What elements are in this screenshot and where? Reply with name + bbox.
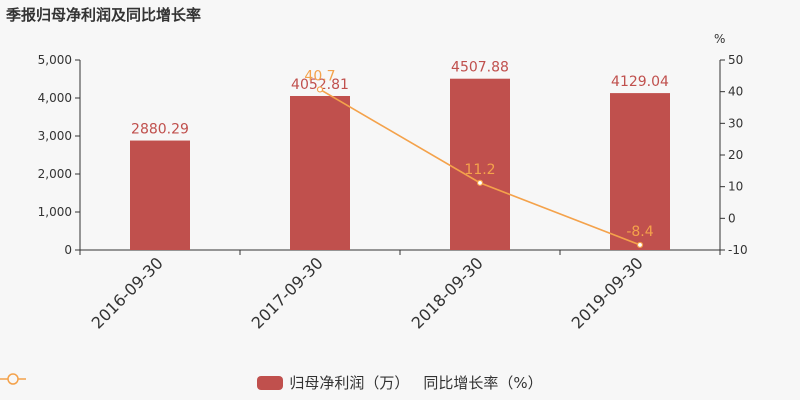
bar-value-label: 2880.29 xyxy=(131,122,189,138)
bar xyxy=(450,78,510,250)
x-tick-label: 2018-09-30 xyxy=(408,253,487,332)
legend-item-bar[interactable]: 归母净利润（万） xyxy=(257,372,409,393)
line-value-label: 40.7 xyxy=(304,68,335,84)
legend-label-bar: 归母净利润（万） xyxy=(289,374,410,392)
bar xyxy=(610,93,670,250)
line-point xyxy=(476,179,484,186)
y-right-tick-label: 10 xyxy=(728,180,743,194)
y-left-tick-label: 3,000 xyxy=(38,129,72,143)
y-right-tick-label: 20 xyxy=(728,148,743,162)
x-tick-label: 2017-09-30 xyxy=(248,253,327,332)
chart-title: 季报归母净利润及同比增长率 xyxy=(6,6,202,24)
x-tick-label: 2016-09-30 xyxy=(88,253,167,332)
legend-label-line: 同比增长率（%） xyxy=(423,374,543,392)
legend-item-line[interactable]: 同比增长率（%） xyxy=(0,372,543,393)
y-right-tick-label: -10 xyxy=(728,243,748,257)
y-right-unit-label: % xyxy=(714,32,725,46)
y-left-tick-label: 5,000 xyxy=(38,53,72,67)
line-point xyxy=(316,86,324,93)
bar-value-label: 4052.81 xyxy=(291,77,349,93)
bar xyxy=(130,140,190,250)
legend-bar-swatch xyxy=(257,375,284,390)
bar-value-label: 4507.88 xyxy=(451,60,509,76)
y-left-tick-label: 1,000 xyxy=(38,205,72,219)
bar xyxy=(290,95,350,250)
legend: 归母净利润（万） 同比增长率（%） xyxy=(0,372,800,393)
legend-line-swatch xyxy=(0,373,26,385)
y-left-tick-label: 2,000 xyxy=(38,167,72,181)
y-right-tick-label: 40 xyxy=(728,85,743,99)
x-tick-label: 2019-09-30 xyxy=(568,253,647,332)
y-right-tick-label: 0 xyxy=(728,211,736,225)
line-value-label: -8.4 xyxy=(626,224,653,240)
y-right-tick-label: 30 xyxy=(728,116,743,130)
y-left-tick-label: 0 xyxy=(64,243,72,257)
bar-value-label: 4129.04 xyxy=(611,74,669,90)
line-point xyxy=(636,241,644,249)
y-right-tick-label: 50 xyxy=(728,53,743,67)
line-value-label: 11.2 xyxy=(464,162,495,178)
y-left-tick-label: 4,000 xyxy=(38,91,72,105)
